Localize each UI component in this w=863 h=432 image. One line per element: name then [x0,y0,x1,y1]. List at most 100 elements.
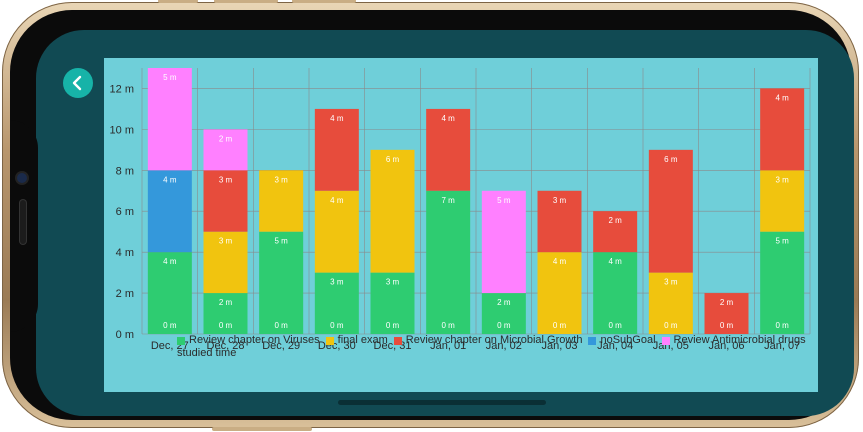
bar-segment [314,272,359,334]
chevron-left-icon [72,75,82,91]
home-indicator[interactable] [338,400,546,405]
y-tick-label: 2 m [116,288,134,300]
legend-swatch [661,336,670,345]
phone-side-button [212,427,312,431]
legend-swatch [393,336,402,345]
bar-value-label: 4 m [163,257,177,266]
bar-segment [481,293,526,334]
bar-value-label: 3 m [775,175,789,184]
speaker-grille [20,200,26,244]
x-tick-label: Jan, 03 [541,340,577,352]
bar-base-label: 0 m [163,321,177,330]
bar-value-label: 4 m [608,257,622,266]
bar-value-label: 5 m [163,73,177,82]
legend-label: final exam [337,334,388,346]
bar-value-label: 3 m [553,196,567,205]
x-tick-label: Jan, 06 [708,340,744,352]
legend-swatch [177,336,185,345]
bar-segment [760,88,805,171]
legend-label: Review chapter on Viruses [189,334,320,346]
bar-segment [704,293,749,334]
y-tick-label: 4 m [116,247,134,259]
bar-value-label: 2 m [219,134,233,143]
app-screen: 0 m 2 m 4 m 6 m 8 m 10 m 12 m 4 m 4 m 5 m 0 m Dec, … [36,30,854,416]
bar-base-label: 0 m [497,321,511,330]
bar-value-label: 4 m [553,257,567,266]
bar-segment [370,272,415,334]
bar-value-label: 2 m [720,298,734,307]
bar-segment [648,272,693,334]
chart-legend: Review chapter on Viruses final exam Revie… [177,334,817,360]
bar-segment [147,170,192,253]
bar-segment [314,108,359,191]
bar-base-label: 0 m [330,321,344,330]
x-tick-label: Jan, 01 [430,340,466,352]
bar-value-label: 4 m [775,93,789,102]
legend-swatch [588,336,597,345]
x-tick-label: Jan, 07 [764,340,800,352]
bar-base-label: 0 m [219,321,233,330]
bar-segment [481,190,526,294]
bar-value-label: 2 m [497,298,511,307]
bar-value-label: 5 m [497,196,511,205]
back-button[interactable] [63,68,93,98]
chart-panel: 0 m 2 m 4 m 6 m 8 m 10 m 12 m 4 m 4 m 5 m 0 m Dec, … [104,58,818,392]
phone-notch [10,120,38,332]
bar-segment [537,190,582,253]
bar-segment [203,293,248,334]
legend-label: Review chapter on Microbial Growth [405,334,583,346]
bar-segment [147,68,192,171]
bar-base-label: 0 m [553,321,567,330]
x-tick-label: Jan, 02 [486,340,522,352]
bar-value-label: 3 m [386,278,400,287]
camera-icon [17,173,27,183]
bar-segment [760,231,805,334]
legend-entry: Review chapter on Microbial Growth [393,334,583,347]
bar-segment [314,190,359,273]
legend-label: noSubGoal [600,334,656,346]
bar-segment [259,231,304,334]
bar-value-label: 3 m [219,175,233,184]
bar-segment [147,252,192,334]
bar-base-label: 0 m [720,321,734,330]
bar-value-label: 2 m [608,216,622,225]
bar-value-label: 3 m [219,237,233,246]
bar-segment [593,211,638,253]
y-tick-label: 0 m [116,329,134,341]
bar-value-label: 6 m [386,155,400,164]
bar-value-label: 5 m [274,237,288,246]
bar-base-label: 0 m [274,321,288,330]
phone-side-button [158,0,198,3]
bar-segment [203,231,248,294]
legend-entry: final exam [325,334,388,347]
bar-segment [537,252,582,334]
y-tick-label: 6 m [116,206,134,218]
bar-segment [203,170,248,232]
bar-base-label: 0 m [664,321,678,330]
bar-base-label: 0 m [775,321,789,330]
x-tick-label: Jan, 04 [597,340,633,352]
bar-value-label: 4 m [163,175,177,184]
legend-swatch [325,336,334,345]
bar-value-label: 4 m [330,196,344,205]
phone-bezel: 0 m 2 m 4 m 6 m 8 m 10 m 12 m 4 m 4 m 5 m 0 m Dec, … [10,10,854,420]
legend-entry: noSubGoal [588,334,656,347]
legend-entry: Review chapter on Viruses [177,334,320,347]
phone-side-button [214,0,278,3]
bar-segment [259,170,304,232]
y-tick-label: 8 m [116,165,134,177]
bar-segment [760,170,805,232]
bar-segment [203,129,248,171]
bar-value-label: 3 m [664,278,678,287]
y-tick-label: 12 m [110,83,134,95]
bar-value-label: 4 m [330,114,344,123]
stacked-bar-chart: 0 m 2 m 4 m 6 m 8 m 10 m 12 m 4 m 4 m 5 m 0 m Dec, … [110,68,811,352]
bar-value-label: 4 m [441,114,455,123]
bar-segment [370,149,415,273]
bar-base-label: 0 m [386,321,400,330]
bar-value-label: 6 m [664,155,678,164]
bar-value-label: 3 m [330,278,344,287]
bar-segment [648,149,693,273]
phone-side-button [292,0,356,3]
